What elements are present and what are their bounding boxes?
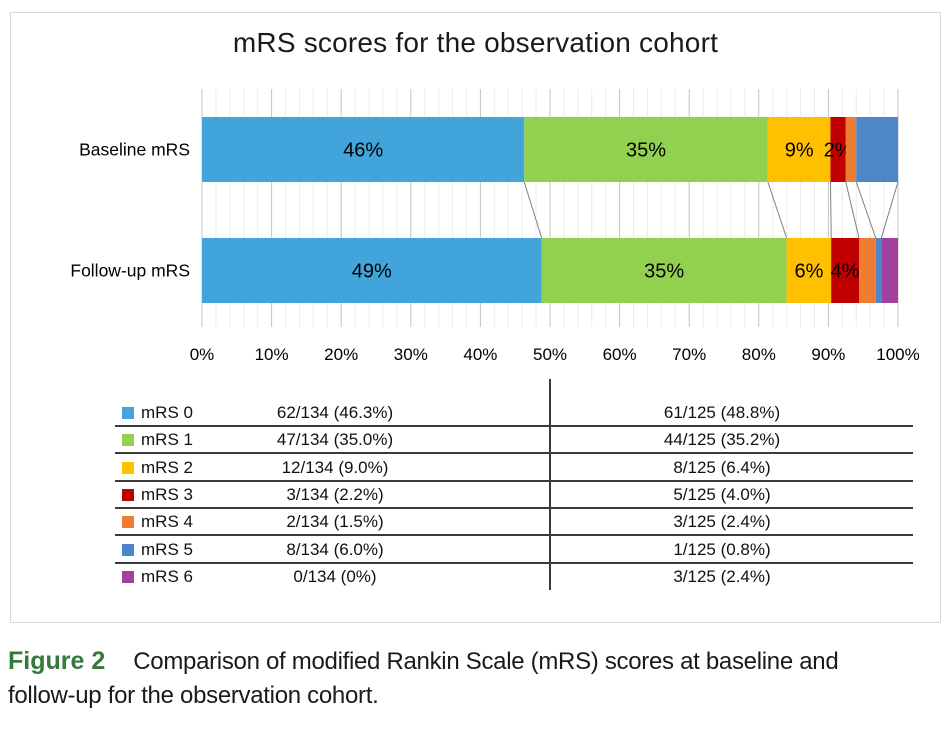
baseline-value: 2/134 (1.5%) (286, 512, 384, 532)
figure-caption-text: Comparison of modified Rankin Scale (mRS… (8, 648, 839, 709)
legend-swatch (122, 434, 134, 447)
bar-data-label: 46% (343, 140, 383, 162)
category-label: Baseline mRS (79, 140, 190, 160)
figure-caption-label: Figure 2 (8, 647, 106, 675)
legend-swatch (122, 488, 134, 501)
x-axis-tick-label: 100% (876, 345, 919, 364)
legend-label: mRS 1 (141, 430, 193, 450)
followup-value: 3/125 (2.4%) (673, 566, 771, 586)
x-axis-tick-label: 10% (255, 345, 289, 364)
connector-line (523, 181, 543, 239)
legend-label: mRS 2 (141, 457, 193, 477)
legend-label: mRS 3 (141, 484, 193, 504)
bar-segment (859, 238, 876, 303)
bar-segment (202, 117, 525, 182)
bar-segment (786, 238, 832, 303)
category-label: Follow-up mRS (70, 261, 190, 281)
followup-value: 61/125 (48.8%) (663, 403, 781, 422)
legend-label: mRS 5 (141, 539, 193, 559)
bar-data-label: 4% (831, 261, 860, 283)
legend-label: mRS 6 (141, 566, 193, 586)
followup-value: 3/125 (2.4%) (673, 512, 771, 532)
bar-data-label: 35% (644, 261, 684, 283)
followup-value: 8/125 (6.4%) (673, 457, 771, 477)
baseline-value: 62/134 (46.3%) (276, 403, 394, 422)
x-axis-tick-label: 70% (672, 345, 706, 364)
baseline-value: 8/134 (6.0%) (286, 539, 384, 559)
legend-swatch (122, 407, 134, 419)
bar-segment (845, 117, 857, 182)
connector-line (845, 181, 860, 239)
followup-value: 1/125 (0.8%) (673, 539, 771, 559)
table-row: mRS 5 8/134 (6.0%) 1/125 (0.8%) (115, 536, 913, 564)
bar-segment (875, 238, 882, 303)
baseline-value: 3/134 (2.2%) (286, 484, 384, 504)
followup-value: 44/125 (35.2%) (663, 430, 781, 450)
mrs-stacked-bar-chart: 46% 35% 9% 2% 49% 35% 6% 4% 0% 10% 20% 30% 40% 50% 60%… (70, 89, 920, 364)
x-axis-tick-label: 60% (603, 345, 637, 364)
x-axis-tick-label: 50% (533, 345, 567, 364)
baseline-value: 0/134 (0%) (293, 566, 377, 586)
bar-segment (830, 117, 846, 182)
table-row: mRS 2 12/134 (9.0%) 8/125 (6.4%) (115, 454, 913, 482)
bar-segment (831, 238, 860, 303)
bar-data-label: 2% (824, 140, 853, 162)
bar-segment (202, 238, 542, 303)
table-row: mRS 1 47/134 (35.0%) 44/125 (35.2%) (115, 426, 913, 455)
followup-value: 5/125 (4.0%) (673, 484, 771, 504)
table-row: mRS 4 2/134 (1.5%) 3/125 (2.4%) (115, 508, 913, 537)
bar-segment (541, 238, 787, 303)
x-axis-tick-label: 30% (394, 345, 428, 364)
bar-segment (524, 117, 768, 182)
legend-label: mRS 0 (141, 403, 193, 422)
table-column-divider (549, 379, 551, 590)
bar-segment (881, 238, 898, 303)
figure-caption: Figure 2 Comparison of modified Rankin Sc… (8, 644, 886, 713)
legend-swatch (122, 461, 134, 474)
legend-swatch (122, 543, 134, 556)
legend-swatch (122, 570, 134, 583)
bar-segment (856, 117, 898, 182)
baseline-value: 12/134 (9.0%) (281, 457, 389, 477)
x-axis-tick-label: 0% (190, 345, 215, 364)
bar-segment (767, 117, 831, 182)
legend-swatch (122, 516, 134, 529)
chart-title: mRS scores for the observation cohort (232, 27, 719, 58)
x-axis-tick-label: 80% (742, 345, 776, 364)
connector-line (767, 181, 788, 239)
connector-line (829, 181, 832, 239)
figure-panel: mRS scores for the observation cohort 46… (10, 12, 941, 623)
connector-line (880, 181, 899, 239)
bar-data-label: 49% (352, 261, 392, 283)
bar-data-label: 9% (785, 140, 814, 162)
table-row: mRS 3 3/134 (2.2%) 5/125 (4.0%) (115, 481, 913, 509)
bar-data-label: 6% (794, 261, 823, 283)
x-axis-tick-label: 40% (463, 345, 497, 364)
table-row: mRS 6 0/134 (0%) 3/125 (2.4%) (115, 563, 913, 591)
table-row: mRS 0 62/134 (46.3%) 61/125 (48.8%) (115, 399, 913, 427)
legend-label: mRS 4 (141, 512, 193, 532)
baseline-value: 47/134 (35.0%) (276, 430, 394, 450)
bar-data-label: 35% (626, 140, 666, 162)
connector-line (855, 181, 877, 239)
x-axis-tick-label: 20% (324, 345, 358, 364)
x-axis-tick-label: 90% (811, 345, 845, 364)
